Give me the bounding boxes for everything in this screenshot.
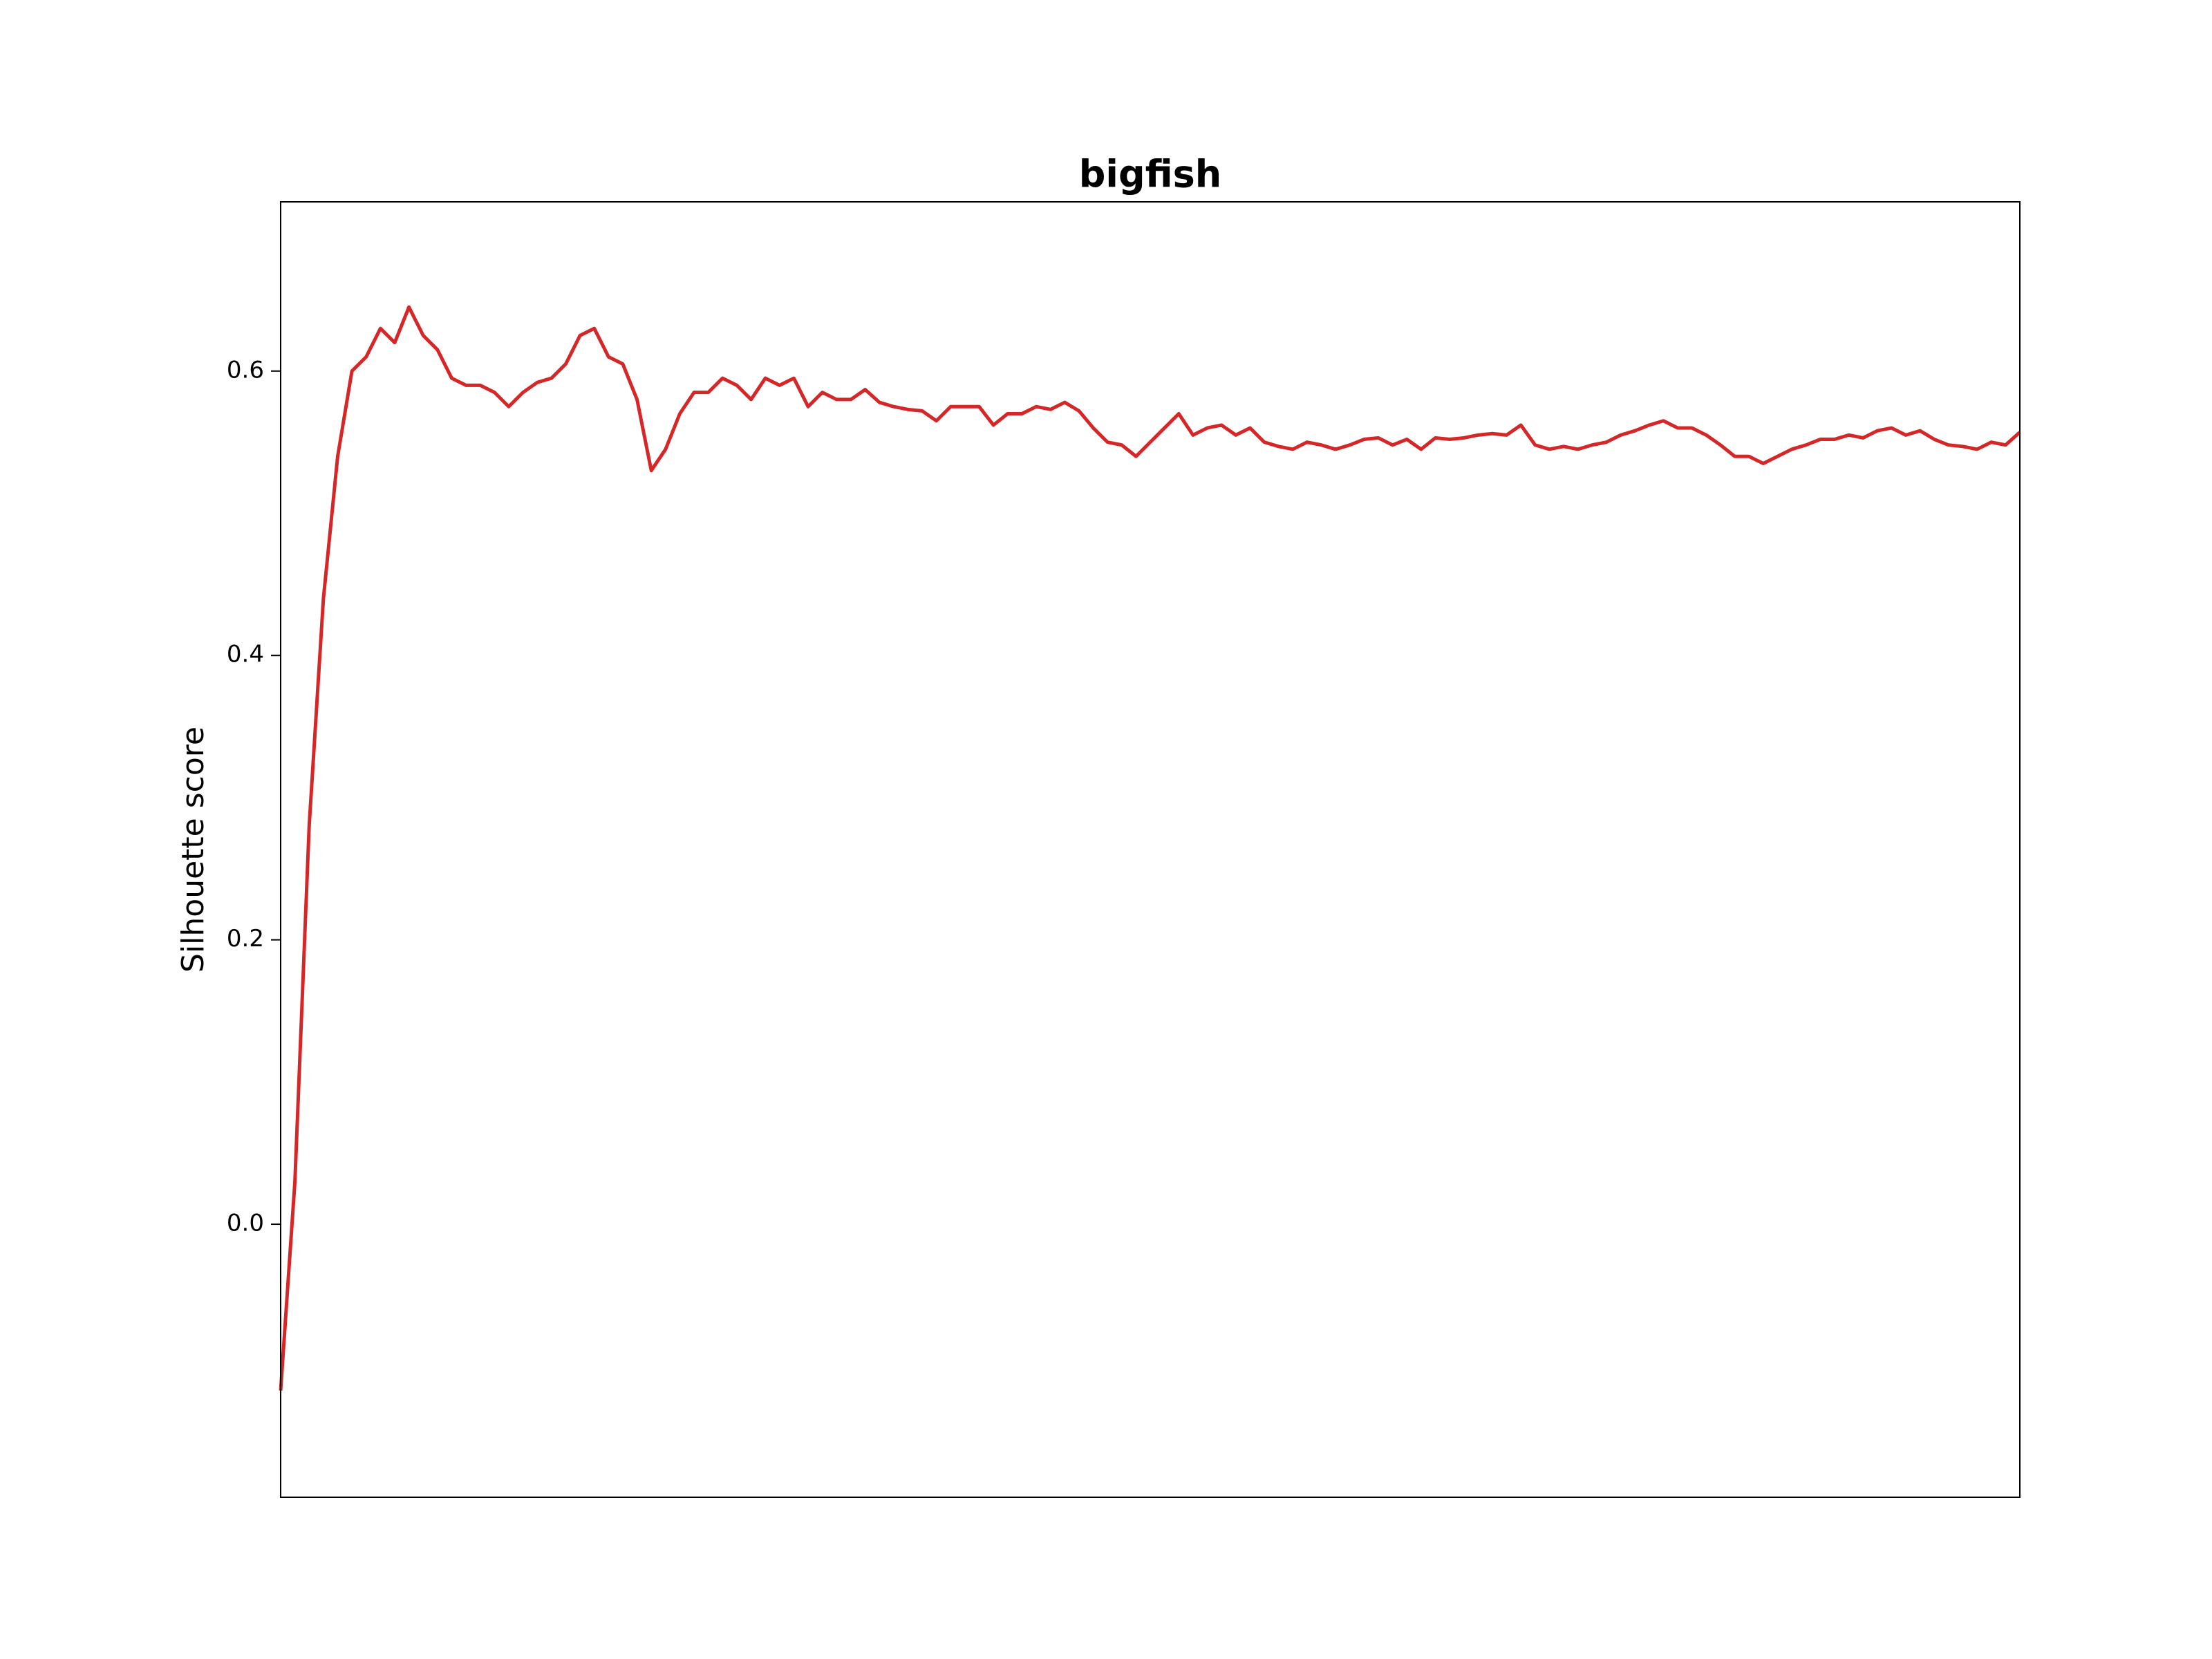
- y-tick-label: 0.4: [227, 641, 264, 668]
- chart-title: bigfish: [1079, 153, 1221, 196]
- y-tick-label: 0.0: [227, 1210, 264, 1237]
- y-tick-label: 0.6: [227, 356, 264, 384]
- plot-frame: [280, 201, 2021, 1498]
- data-line: [279, 305, 2021, 1391]
- y-tick-label: 0.2: [227, 925, 264, 953]
- y-axis-label: Silhouette score: [176, 727, 211, 973]
